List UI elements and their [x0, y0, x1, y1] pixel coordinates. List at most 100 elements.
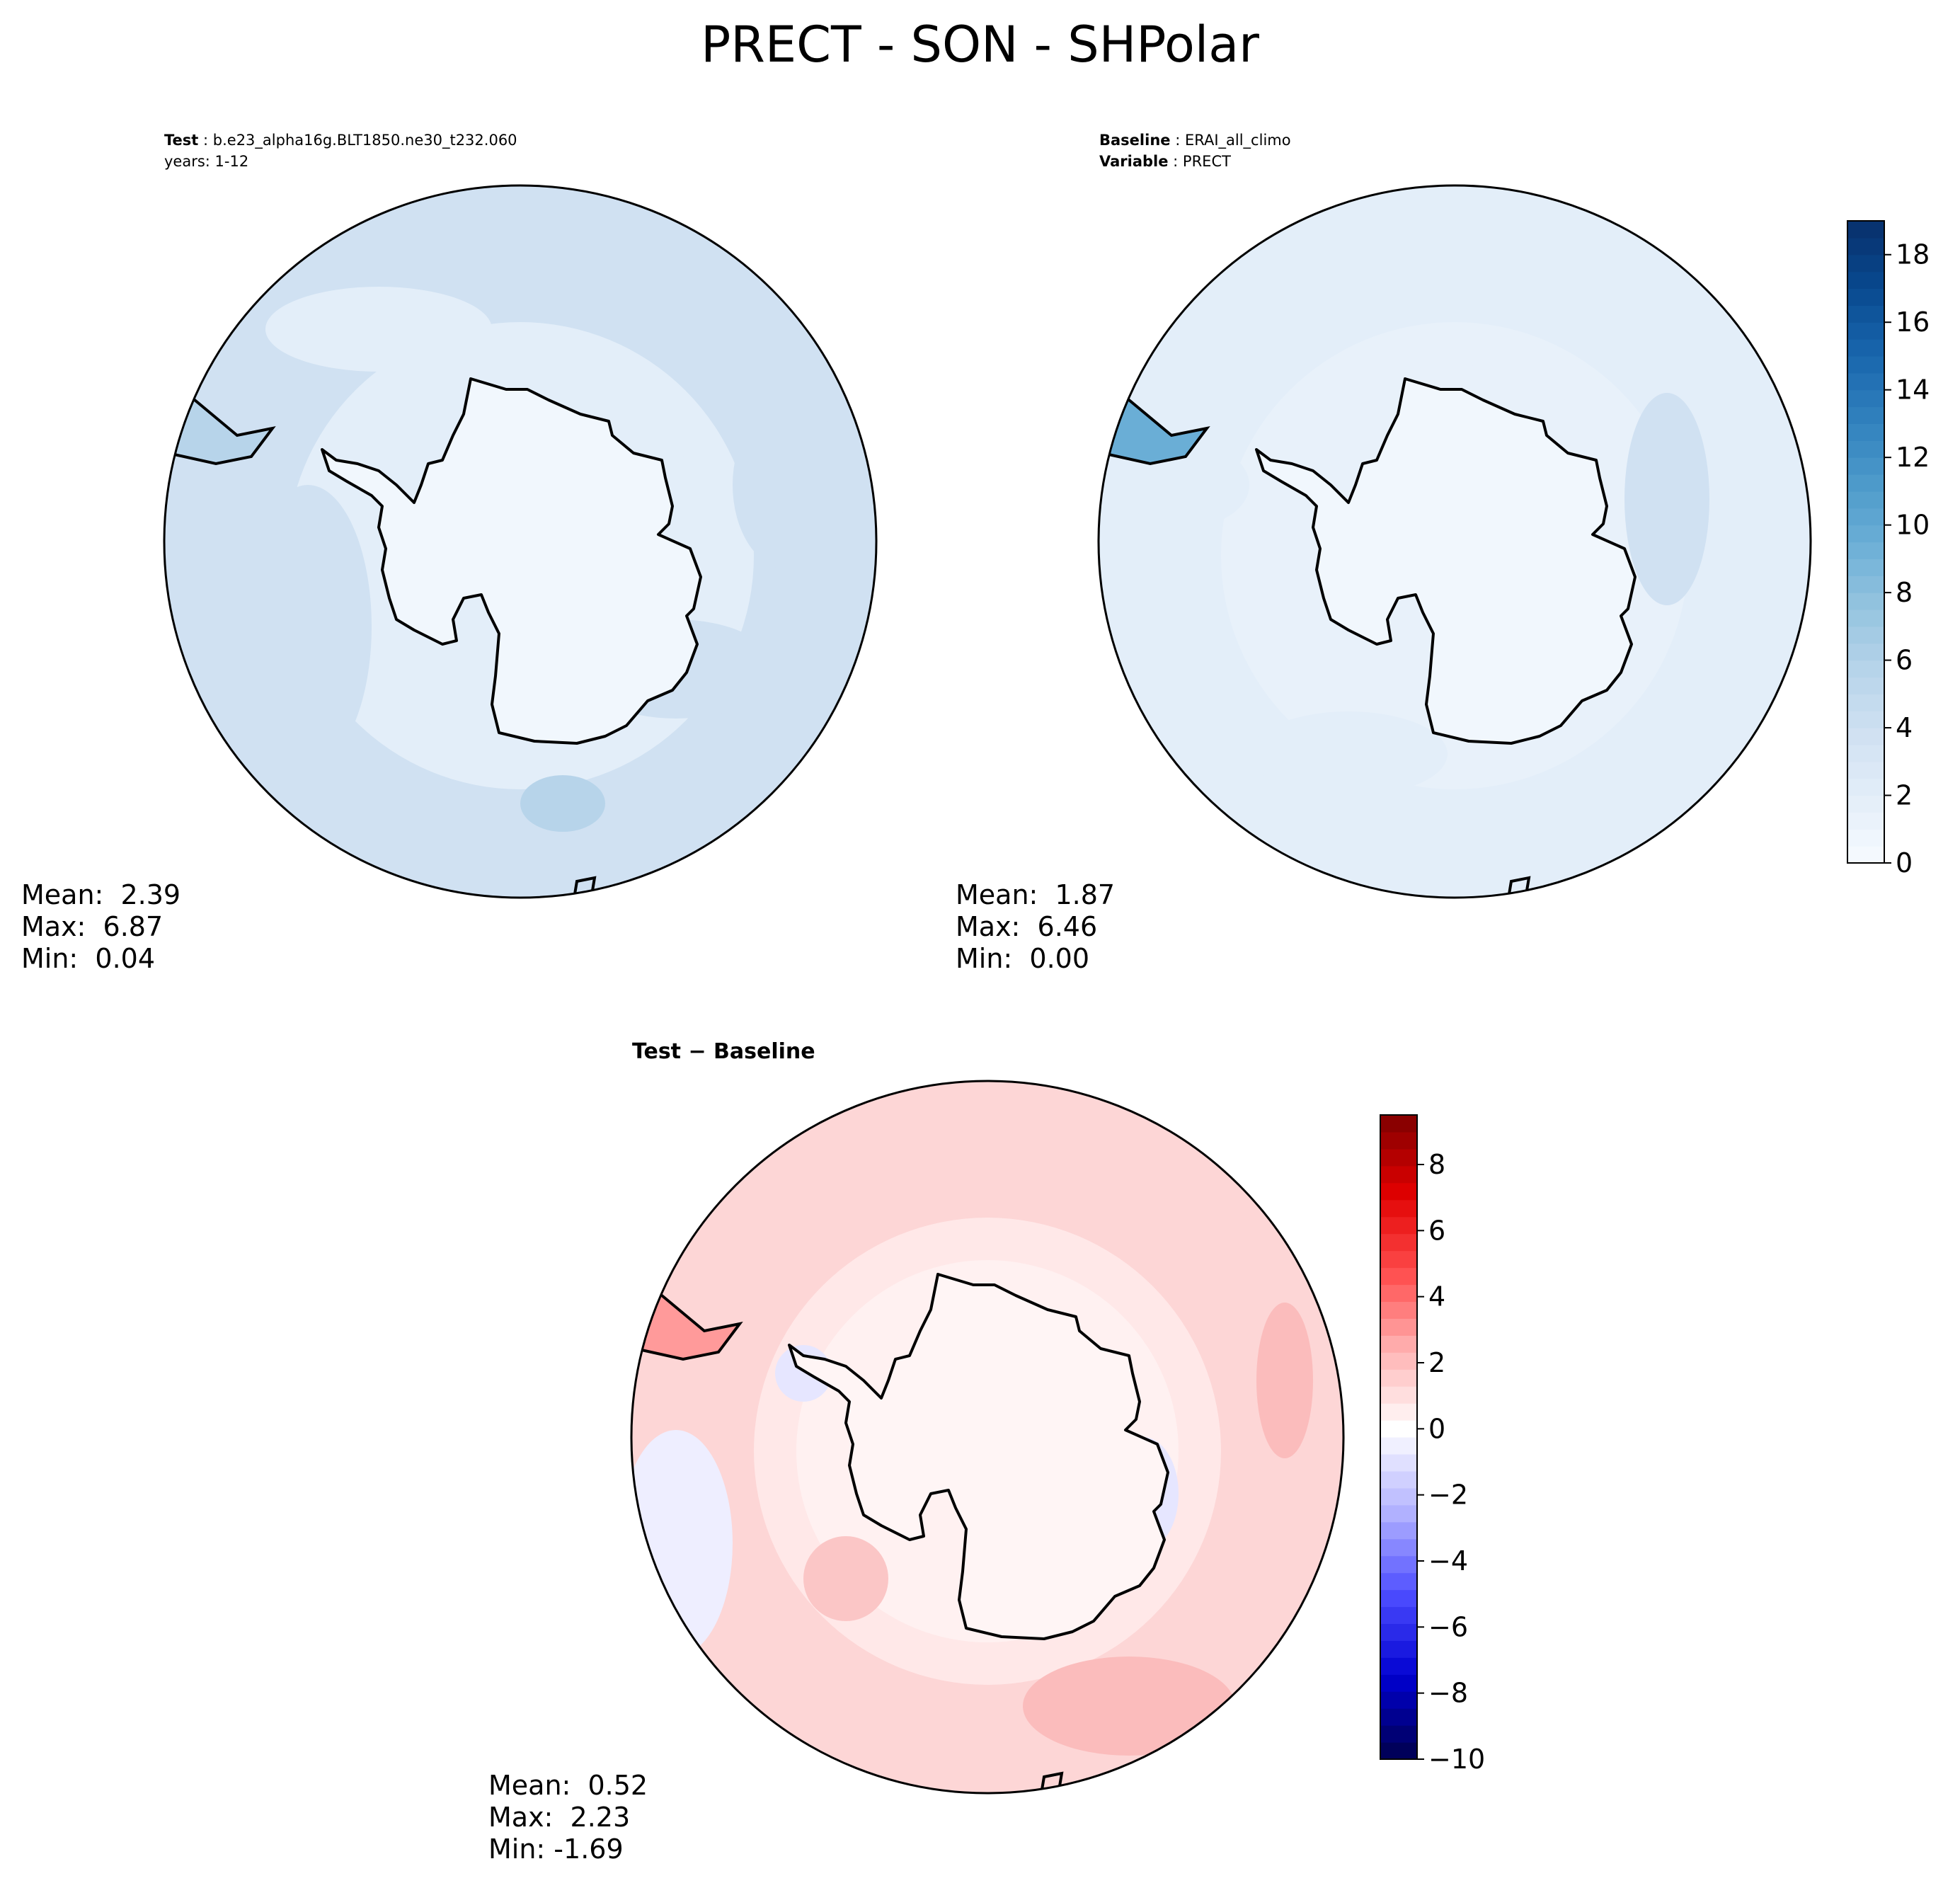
baseline-label-value: ERAI_all_climo	[1184, 132, 1291, 149]
colorbar-segment	[1847, 237, 1884, 256]
diff-mean: Mean: 0.52	[488, 1770, 648, 1801]
baseline-panel-label: Baseline : ERAI_all_climo	[1099, 132, 1291, 149]
precip-patch	[265, 287, 492, 372]
colorbar-tick-label: 14	[1896, 374, 1930, 406]
colorbar-segment	[1847, 694, 1884, 711]
precip-patch	[1249, 711, 1448, 796]
colorbar-segment	[1380, 1606, 1417, 1625]
baseline-variable-key: Variable	[1099, 153, 1169, 170]
precip-patch	[1023, 1657, 1235, 1756]
colorbar-segment	[1380, 1318, 1417, 1336]
colorbar-tick-label: 8	[1428, 1149, 1445, 1180]
colorbar-frame	[1380, 1114, 1418, 1760]
colorbar-tick-label: 18	[1896, 239, 1930, 270]
colorbar-segment	[1847, 457, 1884, 475]
colorbar-segment	[1847, 728, 1884, 745]
colorbar-segment	[1380, 1538, 1417, 1557]
colorbar-segment	[1847, 525, 1884, 543]
test-years: years: 1-12	[164, 153, 249, 170]
baseline-variable-label: Variable : PRECT	[1099, 153, 1231, 170]
colorbar-segment	[1847, 406, 1884, 425]
diff-map	[630, 1080, 1345, 1795]
colorbar-segment	[1847, 542, 1884, 559]
colorbar-segment	[1380, 1335, 1417, 1353]
colorbar-segment	[1847, 795, 1884, 813]
test-stats: Mean: 2.39 Max: 6.87 Min: 0.04	[21, 879, 180, 975]
colorbar-segment	[1380, 1623, 1417, 1641]
colorbar-segment	[1847, 474, 1884, 492]
colorbar-segment	[1847, 643, 1884, 661]
diff-colorbar: −10 −8 −6 −4 −2 0 2 4 6 8	[1380, 1114, 1485, 1775]
baseline-label-key: Baseline	[1099, 132, 1171, 149]
colorbar-tick-label: 10	[1896, 510, 1930, 541]
island-outline	[1038, 1771, 1064, 1793]
colorbar-segment	[1380, 1521, 1417, 1540]
colorbar-tick-label: 0	[1896, 847, 1913, 879]
diff-max: Max: 2.23	[488, 1802, 631, 1833]
island-outline	[571, 876, 597, 898]
colorbar-segment	[1847, 744, 1884, 762]
colorbar-segment	[1847, 440, 1884, 458]
test-label-key: Test	[164, 132, 199, 149]
colorbar-segment	[1847, 677, 1884, 694]
colorbar-segment	[1847, 576, 1884, 593]
diff-panel-title: Test − Baseline	[632, 1039, 815, 1064]
colorbar-segment	[1847, 508, 1884, 526]
colorbar-segment	[1847, 711, 1884, 728]
baseline-stats: Mean: 1.87 Max: 6.46 Min: 0.00	[956, 879, 1115, 975]
colorbar-segment	[1847, 491, 1884, 509]
colorbar-segment	[1380, 1674, 1417, 1692]
colorbar-tick-label: −2	[1428, 1480, 1468, 1511]
colorbar-segment	[1847, 271, 1884, 290]
baseline-map	[1097, 184, 1812, 899]
colorbar-segment	[1847, 389, 1884, 408]
map-field	[164, 185, 876, 898]
map-boundary	[163, 184, 878, 899]
colorbar-segment	[1847, 288, 1884, 306]
baseline-max: Max: 6.46	[956, 911, 1098, 942]
test-panel-label: Test : b.e23_alpha16g.BLT1850.ne30_t232.…	[164, 132, 517, 149]
baseline-colorbar: 0 2 4 6 8 10 12 14 16 18	[1847, 220, 1930, 879]
colorbar-segment	[1847, 221, 1884, 239]
colorbar-segment	[1847, 829, 1884, 847]
colorbar-tick-label: 16	[1896, 307, 1930, 338]
test-label-value: b.e23_alpha16g.BLT1850.ne30_t232.060	[212, 132, 517, 149]
precip-patch	[520, 775, 605, 832]
precip-patch	[1256, 1303, 1313, 1458]
colorbar-segment	[1380, 1403, 1417, 1421]
colorbar-segment	[1380, 1691, 1417, 1709]
colorbar-segment	[1847, 254, 1884, 273]
colorbar-segment	[1380, 1131, 1417, 1150]
colorbar-segment	[1380, 1708, 1417, 1726]
colorbar-segment	[1380, 1487, 1417, 1506]
baseline-min: Min: 0.00	[956, 943, 1089, 974]
colorbar-segment	[1380, 1233, 1417, 1252]
colorbar-tick-label: −6	[1428, 1611, 1468, 1642]
colorbar-segment	[1847, 660, 1884, 678]
map-boundary	[630, 1080, 1345, 1795]
colorbar-segment	[1380, 1725, 1417, 1743]
figure-title: PRECT - SON - SHPolar	[701, 16, 1259, 74]
baseline-variable-value: PRECT	[1182, 153, 1231, 170]
colorbar-segment	[1847, 559, 1884, 576]
colorbar-segment	[1380, 1572, 1417, 1591]
colorbar-segment	[1380, 1284, 1417, 1303]
colorbar-segment	[1847, 626, 1884, 644]
diff-stats: Mean: 0.52 Max: 2.23 Min: -1.69	[488, 1770, 648, 1865]
island-outline	[1506, 876, 1531, 898]
map-boundary	[1097, 184, 1812, 899]
colorbar-segment	[1847, 423, 1884, 441]
colorbar-segment	[1380, 1640, 1417, 1658]
map-field	[1099, 185, 1811, 898]
precip-patch	[631, 1430, 733, 1657]
colorbar-segment	[1847, 339, 1884, 357]
colorbar-tick-label: 2	[1428, 1347, 1445, 1378]
antarctica-outline	[1255, 377, 1637, 745]
colorbar-segment	[1380, 1369, 1417, 1387]
colorbar-tick-label: 4	[1896, 712, 1913, 743]
colorbar-segment	[1380, 1199, 1417, 1218]
colorbar-segment	[1380, 1165, 1417, 1184]
colorbar-segment	[1847, 609, 1884, 627]
precip-patch	[733, 400, 846, 570]
